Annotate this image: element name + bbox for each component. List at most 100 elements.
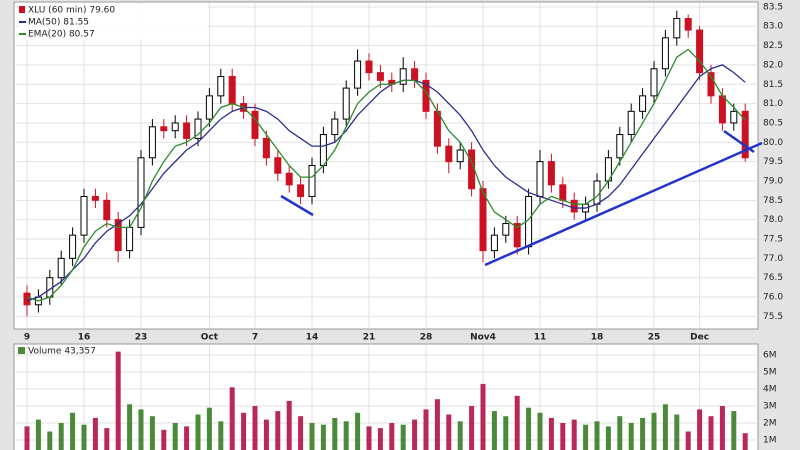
volume-bar	[594, 421, 600, 450]
candle-body	[411, 68, 419, 81]
candle-body	[331, 118, 339, 136]
volume-title: Volume 43,357	[28, 347, 96, 357]
candle-body	[23, 292, 31, 306]
candle-body	[160, 126, 168, 132]
volume-bar	[92, 417, 98, 450]
candle-body	[194, 118, 202, 139]
y-tick-label: 82.5	[763, 41, 783, 51]
y-tick-label: 78.0	[763, 215, 783, 225]
volume-bar	[571, 419, 577, 450]
x-tick-label: Nov4	[470, 333, 496, 343]
x-tick-label: Oct	[201, 333, 219, 343]
candle-body	[433, 110, 441, 147]
volume-bar	[70, 412, 76, 450]
candle-body	[57, 257, 65, 279]
x-tick-label: 11	[534, 333, 547, 343]
candle-body	[445, 145, 453, 163]
candle-body	[319, 134, 327, 167]
volume-bar	[286, 400, 292, 450]
volume-bar	[47, 431, 53, 450]
candle-body	[171, 122, 179, 132]
y-tick-label: 2M	[763, 419, 777, 429]
volume-bar	[742, 433, 748, 450]
volume-bar	[526, 407, 532, 450]
y-tick-label: 78.5	[763, 196, 783, 206]
candle-body	[217, 76, 225, 97]
indicator-line	[26, 64, 746, 302]
candle-body	[308, 165, 316, 197]
volume-bar	[252, 406, 258, 450]
volume-bar	[58, 423, 64, 450]
y-tick-label: 76.5	[763, 273, 783, 283]
candle-body	[502, 223, 510, 236]
candle-body	[616, 134, 624, 159]
volume-bar	[184, 426, 190, 450]
candle-body	[148, 126, 156, 159]
y-tick-label: 6M	[763, 351, 777, 361]
x-tick-label: 21	[363, 333, 376, 343]
legend: XLU (60 min) 79.60 MA(50) 81.55 EMA(20) …	[18, 4, 208, 357]
x-tick-label: 9	[24, 333, 30, 343]
x-tick-label: 16	[78, 333, 91, 343]
legend-title: XLU (60 min) 79.60	[28, 6, 115, 16]
volume-bar	[229, 387, 235, 450]
candle-body	[696, 29, 704, 74]
volume-bar	[560, 423, 566, 450]
volume-bar	[309, 423, 315, 450]
candle-body	[684, 17, 692, 31]
y-tick-label: 79.5	[763, 157, 783, 167]
volume-bar	[127, 404, 133, 450]
volume-bar	[275, 411, 281, 450]
y-tick-label: 1M	[763, 436, 777, 446]
x-tick-label: Dec	[690, 333, 709, 343]
y-tick-label: 82.0	[763, 60, 783, 70]
y-tick-label: 79.0	[763, 176, 783, 186]
candle-body	[730, 110, 738, 124]
legend-entry: EMA(20) 80.57	[28, 30, 95, 40]
volume-bar	[355, 412, 361, 450]
volume-bar	[24, 426, 30, 450]
volume-bar	[434, 399, 440, 450]
candle-body	[285, 172, 293, 186]
legend-icon	[18, 347, 25, 354]
volume-bar	[389, 423, 395, 450]
candle-body	[342, 87, 350, 120]
volume-bar	[697, 409, 703, 450]
candle-body	[183, 122, 191, 139]
volume-bar	[35, 419, 41, 450]
y-tick-label: 76.0	[763, 293, 783, 303]
volume-bar	[480, 383, 486, 450]
candle-body	[513, 223, 521, 248]
volume-panel	[13, 343, 759, 450]
candle-body	[205, 95, 213, 120]
x-tick-label: 14	[306, 333, 319, 343]
volume-bar	[469, 406, 475, 450]
volume-bar	[719, 406, 725, 450]
volume-bar	[320, 424, 326, 450]
candle-body	[536, 161, 544, 197]
y-tick-label: 81.5	[763, 80, 783, 90]
y-tick-label: 3M	[763, 402, 777, 412]
y-tick-label: 77.5	[763, 235, 783, 245]
y-tick-label: 81.0	[763, 99, 783, 109]
volume-bar	[172, 423, 178, 450]
volume-bar	[241, 412, 247, 450]
candle-body	[707, 72, 715, 97]
y-tick-label: 83.5	[763, 2, 783, 12]
price-panel	[13, 1, 759, 330]
candle-body	[126, 226, 134, 252]
x-tick-label: 18	[591, 333, 604, 343]
candle-body	[80, 195, 88, 236]
volume-bar	[662, 404, 668, 450]
candle-body	[627, 110, 635, 136]
volume-bar	[412, 419, 418, 450]
marks	[23, 10, 749, 450]
candle-body	[297, 184, 305, 197]
candle-body	[91, 195, 99, 201]
volume-bar	[298, 416, 304, 450]
volume-bar	[263, 419, 269, 450]
volume-bar	[149, 416, 155, 450]
trend-line	[723, 129, 755, 154]
volume-bar	[332, 417, 338, 450]
